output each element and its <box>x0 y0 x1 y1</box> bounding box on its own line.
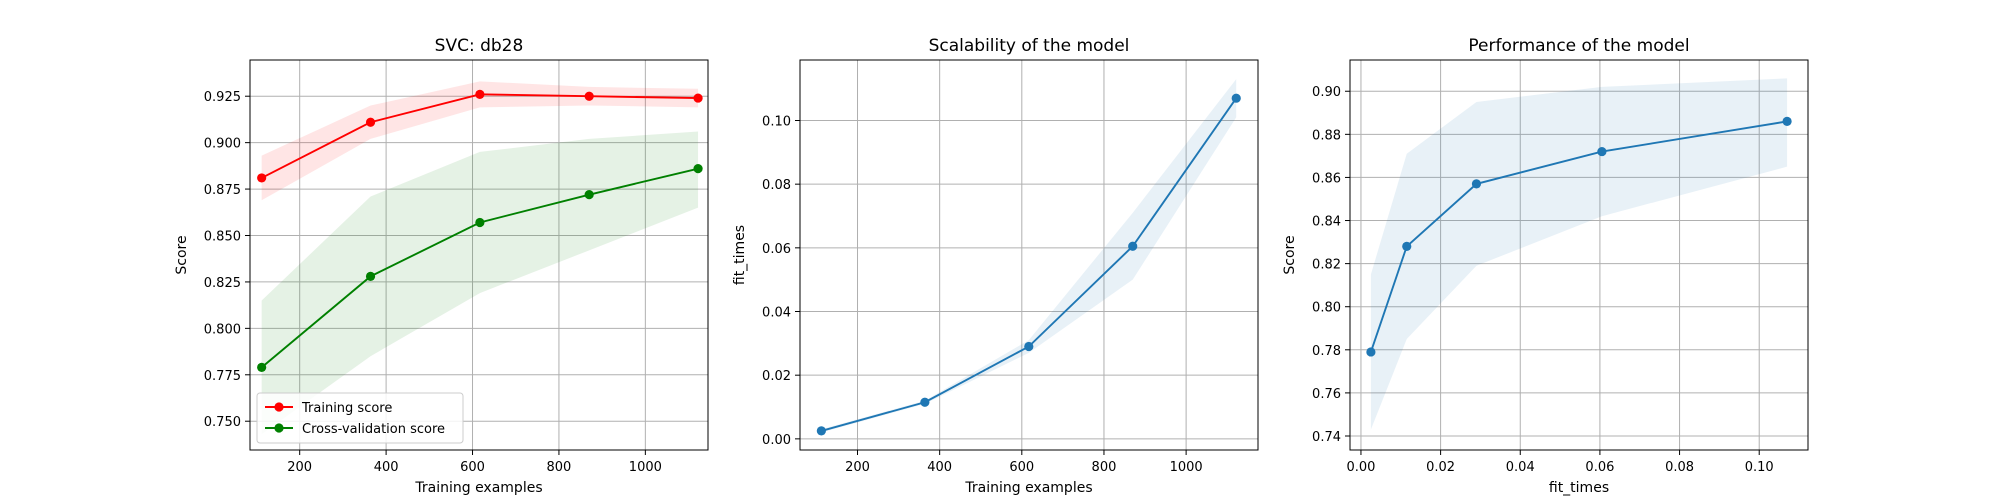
x-tick-label: 200 <box>845 460 870 475</box>
y-axis-label: fit_times <box>732 225 748 285</box>
x-tick-label: 400 <box>927 460 952 475</box>
x-tick-label: 0.04 <box>1506 460 1535 475</box>
y-tick-label: 0.08 <box>762 178 791 193</box>
confidence-band <box>261 81 699 201</box>
x-tick-label: 600 <box>460 460 485 475</box>
data-point <box>365 117 376 127</box>
x-axis-label: Training examples <box>414 480 542 496</box>
chart-2: 200 400 600 800 1000 0.00 0.02 0.04 0.06 0.08 0.10… <box>732 36 1259 496</box>
y-tick-label: 0.82 <box>1312 258 1341 273</box>
data-point <box>1231 93 1241 103</box>
x-tick-label: 1000 <box>1170 460 1203 475</box>
plot-area <box>1350 60 1808 450</box>
x-tick-label: 400 <box>374 460 399 475</box>
data-point <box>257 362 267 372</box>
y-tick-label: 0.80 <box>1312 301 1341 316</box>
chart-1: 200 400 600 800 1000 0.750 0.775 0.800 0.825 0.85… <box>174 36 709 496</box>
legend-marker <box>274 423 284 433</box>
plot-frame <box>799 59 1259 451</box>
y-tick-label: 0.900 <box>204 137 241 152</box>
chart-3: 0.00 0.02 0.04 0.06 0.08 0.10 0.74 0.76 0.78 0.80… <box>1282 36 1809 496</box>
y-tick-label: 0.825 <box>204 276 241 291</box>
y-tick-label: 0.90 <box>1312 85 1341 100</box>
data-point <box>475 89 485 99</box>
y-tick-label: 0.88 <box>1312 128 1341 143</box>
x-tick-label: 0.08 <box>1665 460 1694 475</box>
x-tick-label: 0.06 <box>1585 460 1614 475</box>
plot-frame <box>249 59 709 451</box>
x-tick-label: 0.02 <box>1426 460 1455 475</box>
y-tick-label: 0.06 <box>762 242 791 257</box>
data-point <box>257 173 267 183</box>
y-tick-label: 0.86 <box>1312 171 1341 186</box>
data-point <box>920 397 930 407</box>
data-point <box>693 164 703 174</box>
x-tick-label: 200 <box>287 460 312 475</box>
chart-title: SVC: db28 <box>435 36 524 56</box>
y-tick-label: 0.775 <box>204 369 241 384</box>
x-tick-label: 800 <box>1092 460 1117 475</box>
legend-box <box>256 392 464 444</box>
y-tick-label: 0.875 <box>204 183 241 198</box>
x-tick-label: 1000 <box>629 460 662 475</box>
y-tick-label: 0.750 <box>204 415 241 430</box>
legend-label: Cross-validation score <box>302 422 445 437</box>
legend: Training score Cross-validation score <box>256 392 464 444</box>
data-point <box>1471 179 1482 189</box>
y-tick-label: 0.78 <box>1312 344 1341 359</box>
data-point <box>1402 241 1412 251</box>
x-tick-label: 0.00 <box>1346 460 1375 475</box>
data-point <box>816 426 826 436</box>
legend-label: Training score <box>301 401 392 416</box>
chart-title: Scalability of the model <box>929 36 1130 56</box>
y-axis-label: Score <box>174 235 190 274</box>
data-point <box>1782 116 1792 127</box>
y-tick-label: 0.00 <box>762 433 791 448</box>
data-point <box>365 271 376 281</box>
legend-marker <box>274 402 284 412</box>
y-tick-label: 0.74 <box>1312 430 1341 445</box>
data-point <box>584 91 594 101</box>
y-tick-label: 0.10 <box>762 114 791 129</box>
plot-frame <box>1349 59 1809 451</box>
x-tick-label: 0.10 <box>1745 460 1774 475</box>
chart-title: Performance of the model <box>1468 36 1689 56</box>
data-point <box>1024 341 1034 352</box>
confidence-band <box>261 131 699 435</box>
x-tick-label: 600 <box>1009 460 1034 475</box>
y-tick-label: 0.925 <box>204 90 241 105</box>
y-tick-label: 0.800 <box>204 322 241 337</box>
y-tick-label: 0.76 <box>1312 387 1341 402</box>
plot-area <box>250 60 708 450</box>
data-point <box>475 217 485 228</box>
x-axis-label: Training examples <box>964 480 1092 496</box>
data-point <box>584 190 594 200</box>
data-point <box>693 93 703 103</box>
confidence-band <box>1370 78 1788 430</box>
y-tick-label: 0.04 <box>762 306 791 321</box>
plot-area <box>800 60 1258 450</box>
data-point <box>1128 241 1138 251</box>
y-axis-label: Score <box>1282 235 1298 274</box>
x-axis-label: fit_times <box>1549 480 1609 496</box>
y-tick-label: 0.02 <box>762 369 791 384</box>
data-point <box>1597 146 1607 157</box>
x-tick-label: 800 <box>547 460 572 475</box>
y-tick-label: 0.84 <box>1312 215 1341 230</box>
y-tick-label: 0.850 <box>204 230 241 245</box>
data-point <box>1366 347 1376 357</box>
